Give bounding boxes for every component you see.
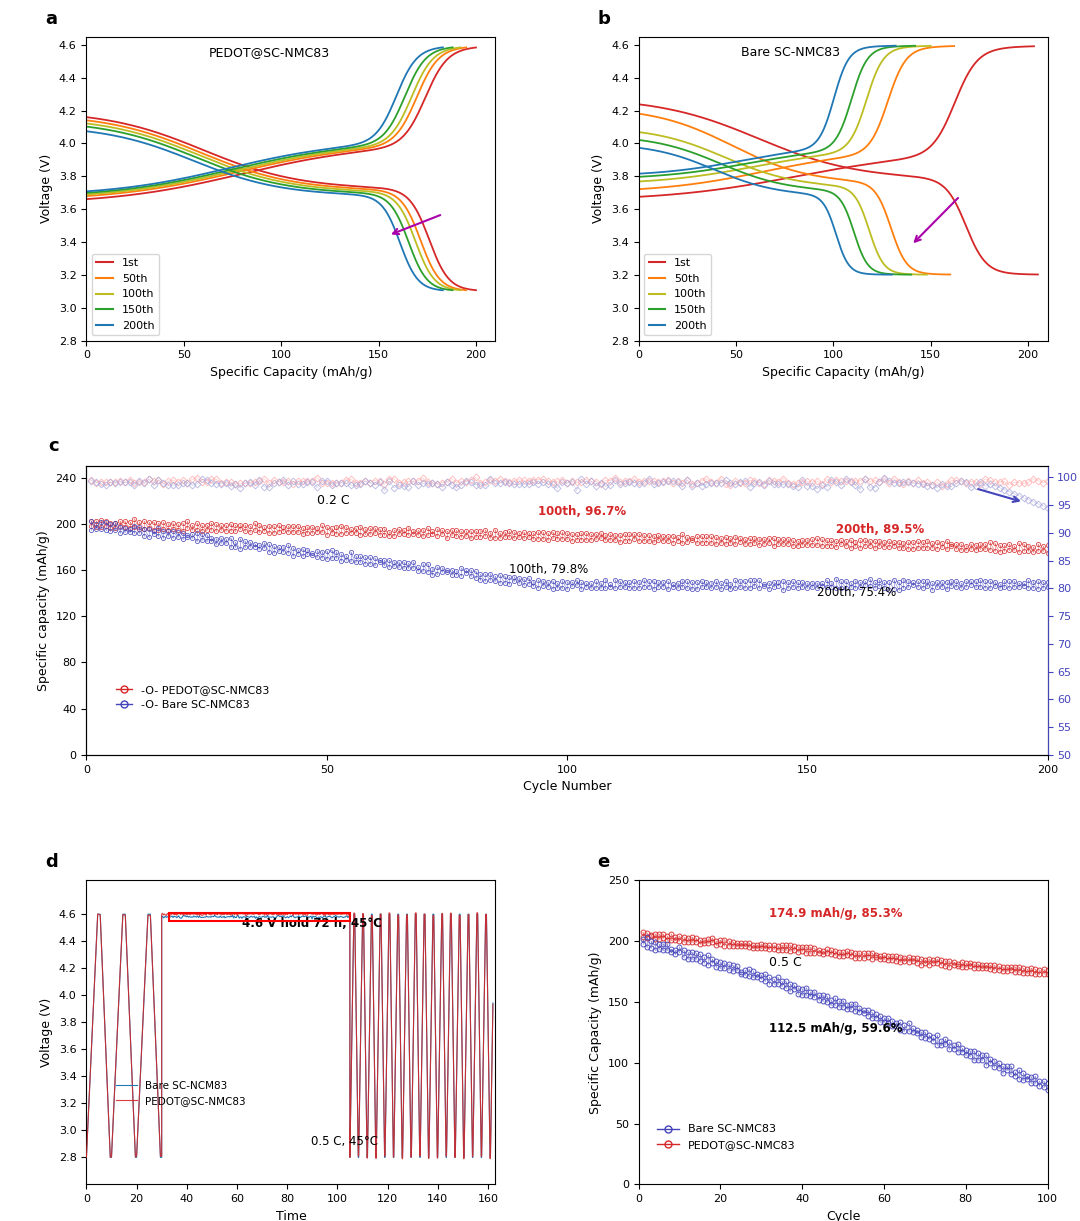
PEDOT@SC-NMC83	[384, 1013, 397, 1028]
Text: 174.9 mAh/g, 85.3%: 174.9 mAh/g, 85.3%	[769, 907, 903, 919]
Legend: Bare SC-NCM83, PEDOT@SC-NMC83: Bare SC-NCM83, PEDOT@SC-NMC83	[112, 1077, 251, 1110]
Line: Bare SC-NCM83: Bare SC-NCM83	[86, 915, 492, 1158]
Text: 100th, 96.7%: 100th, 96.7%	[538, 505, 626, 518]
Y-axis label: Voltage (V): Voltage (V)	[40, 998, 53, 1067]
PEDOT@SC-NMC83	[259, 905, 272, 919]
X-axis label: Cycle Number: Cycle Number	[523, 780, 611, 794]
PEDOT@SC-NMC83	[486, 998, 499, 1012]
X-axis label: Time: Time	[275, 1210, 307, 1221]
X-axis label: Specific Capacity (mAh/g): Specific Capacity (mAh/g)	[210, 366, 373, 379]
Text: b: b	[597, 10, 610, 28]
Y-axis label: Specific Capacity (mAh/g): Specific Capacity (mAh/g)	[590, 951, 603, 1114]
Text: 112.5 mAh/g, 59.6%: 112.5 mAh/g, 59.6%	[769, 1022, 903, 1035]
Bare SC-NCM83	[450, 1035, 463, 1050]
Bar	[170, 913, 350, 921]
Text: PEDOT@SC-NMC83: PEDOT@SC-NMC83	[210, 45, 330, 59]
PEDOT@SC-NMC83	[120, 940, 133, 955]
Bare SC-NCM83	[486, 995, 499, 1010]
Bare SC-NCM83	[390, 999, 403, 1013]
Legend: 1st, 50th, 100th, 150th, 200th: 1st, 50th, 100th, 150th, 200th	[644, 254, 712, 335]
Legend: 1st, 50th, 100th, 150th, 200th: 1st, 50th, 100th, 150th, 200th	[92, 254, 159, 335]
Bare SC-NCM83	[384, 1013, 397, 1028]
Bare SC-NCM83	[80, 1150, 93, 1165]
Bare SC-NCM83	[91, 907, 104, 922]
Text: 4.6 V hold 72 h, 45°C: 4.6 V hold 72 h, 45°C	[242, 917, 381, 930]
Text: 200th, 89.5%: 200th, 89.5%	[836, 523, 924, 536]
PEDOT@SC-NMC83	[435, 906, 448, 921]
Y-axis label: Voltage (V): Voltage (V)	[40, 154, 53, 223]
Bare SC-NCM83	[435, 907, 448, 922]
Text: e: e	[597, 853, 610, 872]
PEDOT@SC-NMC83	[450, 1031, 463, 1045]
Text: 0.5 C, 45°C: 0.5 C, 45°C	[311, 1134, 378, 1148]
Y-axis label: Specific capacity (mAh/g): Specific capacity (mAh/g)	[37, 530, 50, 691]
X-axis label: Cycle: Cycle	[826, 1210, 861, 1221]
Text: Bare SC-NMC83: Bare SC-NMC83	[741, 45, 840, 59]
Legend: -O- PEDOT@SC-NMC83, -O- Bare SC-NMC83: -O- PEDOT@SC-NMC83, -O- Bare SC-NMC83	[111, 680, 274, 714]
Y-axis label: Voltage (V): Voltage (V)	[593, 154, 606, 223]
Text: a: a	[45, 10, 57, 28]
Text: 0.2 C: 0.2 C	[318, 493, 350, 507]
Text: 100th, 79.8%: 100th, 79.8%	[510, 563, 589, 576]
Text: 200th, 75.4%: 200th, 75.4%	[816, 586, 896, 600]
Bare SC-NCM83	[120, 941, 133, 956]
PEDOT@SC-NMC83	[330, 907, 343, 922]
Legend: Bare SC-NMC83, PEDOT@SC-NMC83: Bare SC-NMC83, PEDOT@SC-NMC83	[652, 1120, 800, 1155]
Line: PEDOT@SC-NMC83: PEDOT@SC-NMC83	[86, 912, 492, 1159]
Text: c: c	[48, 437, 58, 454]
PEDOT@SC-NMC83	[390, 999, 403, 1013]
Text: 0.5 C: 0.5 C	[769, 956, 802, 968]
PEDOT@SC-NMC83	[395, 1151, 408, 1166]
Text: d: d	[45, 853, 58, 872]
PEDOT@SC-NMC83	[80, 1150, 93, 1165]
X-axis label: Specific Capacity (mAh/g): Specific Capacity (mAh/g)	[761, 366, 924, 379]
Bare SC-NCM83	[330, 910, 343, 924]
